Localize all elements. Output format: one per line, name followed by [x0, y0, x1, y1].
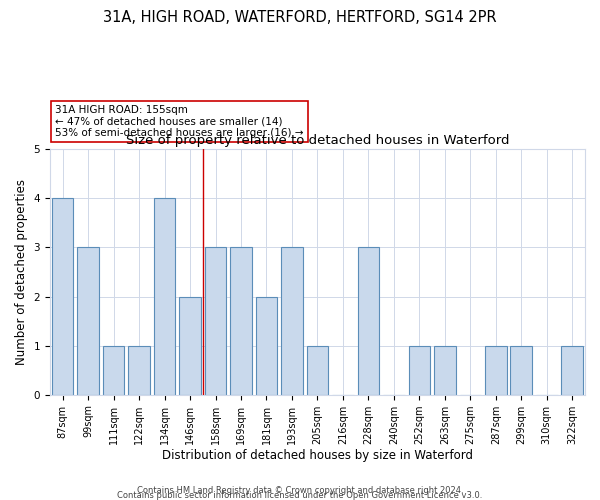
- Bar: [52, 198, 73, 394]
- Bar: [307, 346, 328, 395]
- Bar: [179, 296, 201, 394]
- Bar: [205, 248, 226, 394]
- Y-axis label: Number of detached properties: Number of detached properties: [15, 179, 28, 365]
- X-axis label: Distribution of detached houses by size in Waterford: Distribution of detached houses by size …: [162, 450, 473, 462]
- Bar: [103, 346, 124, 395]
- Bar: [434, 346, 455, 395]
- Text: Contains public sector information licensed under the Open Government Licence v3: Contains public sector information licen…: [118, 491, 482, 500]
- Bar: [128, 346, 150, 395]
- Bar: [256, 296, 277, 394]
- Text: 31A, HIGH ROAD, WATERFORD, HERTFORD, SG14 2PR: 31A, HIGH ROAD, WATERFORD, HERTFORD, SG1…: [103, 10, 497, 25]
- Bar: [77, 248, 99, 394]
- Bar: [485, 346, 506, 395]
- Bar: [358, 248, 379, 394]
- Text: Contains HM Land Registry data © Crown copyright and database right 2024.: Contains HM Land Registry data © Crown c…: [137, 486, 463, 495]
- Bar: [230, 248, 252, 394]
- Title: Size of property relative to detached houses in Waterford: Size of property relative to detached ho…: [126, 134, 509, 146]
- Bar: [281, 248, 303, 394]
- Bar: [409, 346, 430, 395]
- Bar: [511, 346, 532, 395]
- Bar: [154, 198, 175, 394]
- Bar: [562, 346, 583, 395]
- Text: 31A HIGH ROAD: 155sqm
← 47% of detached houses are smaller (14)
53% of semi-deta: 31A HIGH ROAD: 155sqm ← 47% of detached …: [55, 105, 304, 138]
